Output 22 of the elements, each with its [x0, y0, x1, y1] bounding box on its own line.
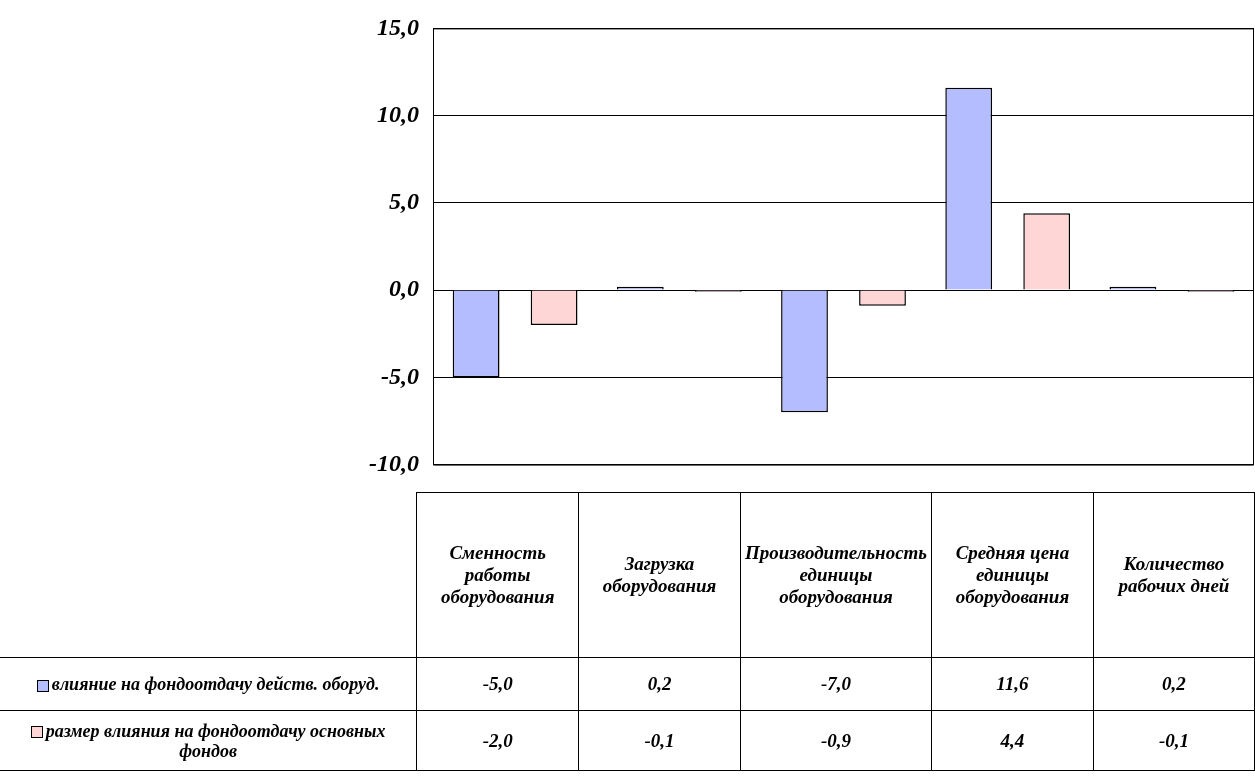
- x-tick-label: Сменность работы оборудования: [416, 492, 579, 658]
- data-label: -0,1: [1093, 710, 1255, 771]
- data-label: 0,2: [1093, 657, 1255, 711]
- legend-label: влияние на фондоотдачу действ. оборуд.: [0, 657, 417, 711]
- data-label: -7,0: [740, 657, 932, 711]
- y-tick-label: 10,0: [377, 100, 419, 127]
- y-tick-label: 15,0: [377, 13, 419, 40]
- y-tick-label: -5,0: [381, 362, 419, 389]
- x-tick-label: Загрузка оборудования: [578, 492, 741, 658]
- x-tick-label: Средняя цена единицы оборудования: [931, 492, 1094, 658]
- y-tick-label: 0,0: [389, 275, 419, 302]
- legend-label: размер влияния на фондоотдачу основных фондов: [0, 710, 417, 771]
- y-tick-label: 5,0: [389, 188, 419, 215]
- data-label: -0,1: [578, 710, 741, 771]
- x-tick-label: Количество рабочих дней: [1093, 492, 1255, 658]
- y-tick-label: -10,0: [369, 449, 419, 476]
- data-label: -0,9: [740, 710, 932, 771]
- data-label: -2,0: [416, 710, 579, 771]
- data-label: 0,2: [578, 657, 741, 711]
- data-label: 11,6: [931, 657, 1094, 711]
- x-tick-label: Производительность единицы оборудования: [740, 492, 932, 658]
- data-label: 4,4: [931, 710, 1094, 771]
